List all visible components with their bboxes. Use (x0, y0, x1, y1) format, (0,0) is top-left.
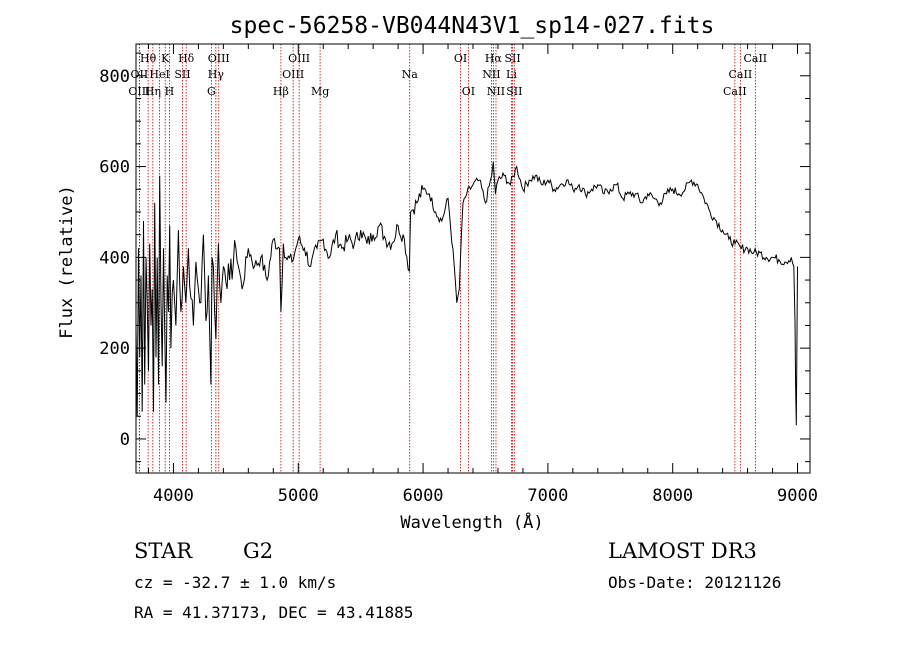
x-tick-label: 4000 (153, 486, 194, 506)
axis-tick-labels: 4000 5000 6000 7000 8000 9000 0 200 400 600 800 (99, 67, 818, 506)
line-label-17: OI (454, 52, 467, 65)
chart-title: spec-56258-VB044N43V1_sp14-027.fits (230, 13, 715, 39)
x-tick-label: 5000 (278, 486, 319, 506)
emission-line-markers (138, 44, 756, 473)
line-label-19: Hα (485, 52, 503, 65)
line-label-1: OII (131, 68, 149, 81)
y-axis-label: Flux (relative) (57, 185, 77, 339)
x-tick-label: 6000 (403, 486, 444, 506)
y-tick-label: 400 (99, 248, 130, 268)
line-label-16: Na (402, 68, 419, 81)
y-tick-label: 200 (99, 339, 130, 359)
axis-ticks (136, 44, 810, 473)
line-label-6: Hη (145, 85, 161, 98)
line-label-9: OIII (208, 52, 230, 65)
x-tick-label: 8000 (652, 486, 693, 506)
line-label-4: Hδ (178, 52, 195, 65)
line-label-8: SII (174, 68, 190, 81)
redshift-velocity: cz = -32.7 ± 1.0 km/s (134, 573, 337, 592)
y-tick-label: 800 (99, 67, 130, 87)
line-label-23: Li (506, 68, 517, 81)
line-label-13: OIII (288, 52, 310, 65)
line-label-11: G (207, 85, 216, 98)
line-label-0: Hθ (140, 52, 157, 65)
x-axis-label: Wavelength (Å) (400, 511, 543, 533)
observation-date: Obs-Date: 20121126 (608, 573, 782, 592)
object-class: STAR (134, 539, 193, 563)
line-label-20: NII (482, 68, 500, 81)
y-tick-label: 600 (99, 158, 130, 178)
line-label-10: Hγ (208, 68, 225, 81)
line-label-12: Hβ (273, 85, 289, 98)
line-label-3: K (161, 52, 170, 65)
line-label-2: OIII (128, 85, 150, 98)
emission-line-labels: Hθ OII OIII K Hδ HeI Hη H SII OIII Hγ G Hβ OIII OIII Mg… (128, 52, 767, 98)
line-label-25: CaII (743, 52, 767, 65)
object-subclass: G2 (243, 539, 274, 563)
spectrum-line (135, 161, 798, 426)
line-label-18: OI (462, 85, 475, 98)
survey-name: LAMOST DR3 (608, 539, 757, 563)
line-label-21: NII (487, 85, 505, 98)
x-tick-label: 9000 (777, 486, 818, 506)
line-label-26: CaII (729, 68, 753, 81)
y-tick-label: 0 (120, 430, 130, 450)
line-label-24: SII (506, 85, 522, 98)
line-label-27: CaII (723, 85, 747, 98)
x-tick-label: 7000 (527, 486, 568, 506)
line-label-14: OIII (282, 68, 304, 81)
line-label-15: Mg (311, 85, 329, 98)
line-label-5: HeI (149, 68, 169, 81)
line-label-7: H (165, 85, 175, 98)
line-label-22: SII (504, 52, 520, 65)
coordinates: RA = 41.37173, DEC = 43.41885 (134, 603, 414, 622)
